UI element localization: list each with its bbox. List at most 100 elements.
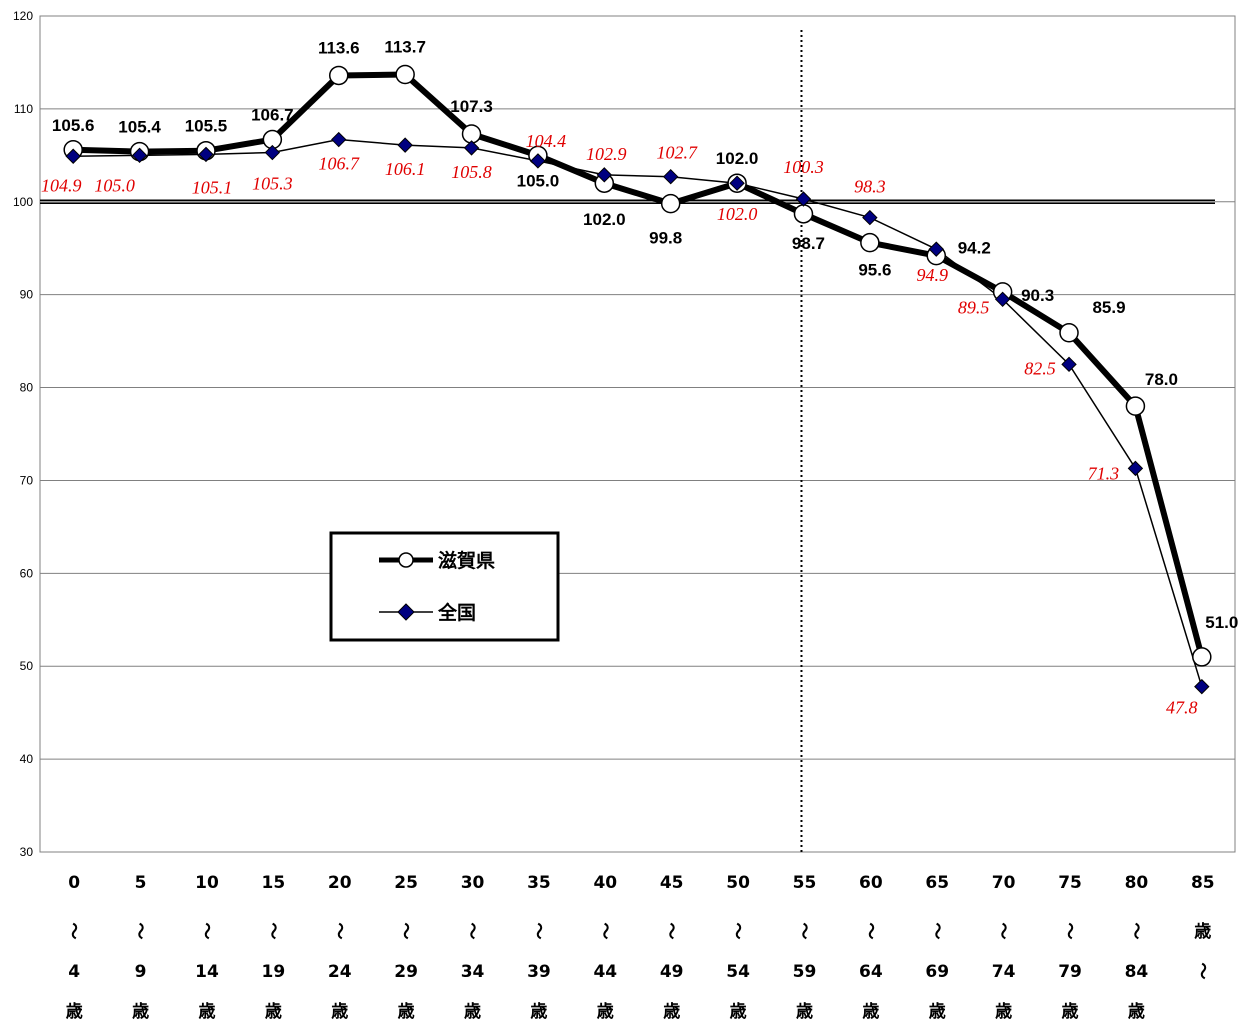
x-tick-label-13-0: 65 xyxy=(925,873,949,893)
data-labels: 105.6 105.4 105.5 106.7 113.6 113.7 107.3 105.0… xyxy=(41,38,1238,718)
x-tick-label-2-1: ～ xyxy=(196,923,216,940)
x-tick-label-9-0: 45 xyxy=(660,873,684,893)
data-label-shiga-9: 99.8 xyxy=(649,229,682,248)
data-label-national-7: 104.4 xyxy=(526,131,567,151)
x-tick-label-0-2: 4 xyxy=(68,962,80,982)
y-tick-label-80: 80 xyxy=(20,381,34,395)
x-tick-label-5-3: 歳 xyxy=(398,1001,415,1022)
x-tick-label-13-2: 69 xyxy=(925,962,949,982)
marker-shiga-5 xyxy=(395,64,415,85)
marker-shiga-12 xyxy=(860,232,880,253)
x-tick-label-6-1: ～ xyxy=(462,923,482,940)
legend-marker-national xyxy=(397,603,415,621)
legend-label-national: 全国 xyxy=(437,601,476,624)
x-tick-label-7-1: ～ xyxy=(528,923,548,940)
x-tick-label-16-0: 80 xyxy=(1125,873,1149,893)
data-label-shiga-5: 113.7 xyxy=(384,38,426,57)
x-tick-label-2-0: 10 xyxy=(195,873,219,893)
data-label-shiga-13: 94.2 xyxy=(958,239,991,258)
x-tick-label-2-2: 14 xyxy=(195,962,219,982)
x-tick-label-1-3: 歳 xyxy=(132,1001,149,1022)
x-tick-label-12-0: 60 xyxy=(859,873,883,893)
data-label-shiga-1: 105.4 xyxy=(118,118,161,137)
x-tick-label-6-3: 歳 xyxy=(464,1001,481,1022)
data-label-shiga-14: 90.3 xyxy=(1021,286,1054,305)
x-tick-label-17-2: ～ xyxy=(1192,963,1212,980)
legend-marker-shiga xyxy=(398,552,414,568)
x-tick-label-17-1: 歳 xyxy=(1194,921,1211,942)
x-tick-label-8-3: 歳 xyxy=(597,1001,614,1022)
x-tick-label-14-0: 70 xyxy=(992,873,1016,893)
data-label-national-0: 104.9 xyxy=(41,175,82,195)
data-label-national-1: 105.0 xyxy=(94,175,135,195)
x-tick-label-14-2: 74 xyxy=(992,962,1016,982)
data-label-shiga-2: 105.5 xyxy=(185,117,228,136)
y-tick-label-100: 100 xyxy=(13,195,33,209)
x-tick-label-5-1: ～ xyxy=(395,923,415,940)
x-tick-label-7-3: 歳 xyxy=(530,1001,547,1022)
marker-national-4 xyxy=(331,131,347,148)
marker-national-5 xyxy=(397,137,413,153)
x-tick-label-1-1: ～ xyxy=(130,923,150,940)
data-label-national-11: 100.3 xyxy=(783,157,824,177)
data-label-national-10: 102.0 xyxy=(717,204,758,224)
x-tick-label-6-0: 30 xyxy=(461,873,485,893)
x-tick-label-8-1: ～ xyxy=(594,923,614,940)
y-tick-label-40: 40 xyxy=(20,752,34,766)
x-tick-label-1-2: 9 xyxy=(135,962,147,982)
x-tick-label-0-3: 歳 xyxy=(66,1001,83,1022)
data-label-national-17: 47.8 xyxy=(1166,698,1198,718)
marker-national-14 xyxy=(994,291,1011,308)
x-tick-label-9-3: 歳 xyxy=(663,1001,680,1022)
data-label-shiga-6: 107.3 xyxy=(450,97,493,116)
marker-national-0 xyxy=(65,148,81,164)
data-label-national-4: 106.7 xyxy=(319,154,361,174)
data-label-shiga-8: 102.0 xyxy=(583,210,626,229)
marker-national-6 xyxy=(463,140,480,156)
marker-national-13 xyxy=(928,241,944,257)
data-label-national-13: 94.9 xyxy=(917,265,949,285)
x-tick-label-8-0: 40 xyxy=(593,873,617,893)
data-label-national-12: 98.3 xyxy=(854,177,886,197)
x-tick-label-3-1: ～ xyxy=(262,923,282,940)
marker-national-12 xyxy=(862,209,878,226)
marker-shiga-15 xyxy=(1059,323,1079,343)
x-tick-label-10-3: 歳 xyxy=(730,1001,747,1022)
x-tick-label-12-3: 歳 xyxy=(862,1001,879,1022)
x-tick-label-12-1: ～ xyxy=(860,923,880,940)
x-tick-label-10-2: 54 xyxy=(726,962,750,982)
x-tick-label-5-2: 29 xyxy=(394,962,418,982)
x-axis: 0 ～ 4 歳 5 ～ 9 歳 10 ～ 14 歳 15 ～ 19 歳 20 ～ 24 歳 25 ～ 29 歳 30 ～ 34 歳 35… xyxy=(63,873,1214,1022)
x-tick-label-4-2: 24 xyxy=(328,962,352,982)
data-label-shiga-11: 98.7 xyxy=(792,234,825,253)
x-tick-label-15-3: 歳 xyxy=(1062,1001,1079,1022)
x-tick-label-3-2: 19 xyxy=(262,962,286,982)
marker-shiga-17 xyxy=(1192,647,1212,667)
x-tick-label-16-3: 歳 xyxy=(1128,1001,1145,1022)
marker-national-7 xyxy=(530,153,546,169)
marker-national-16 xyxy=(1127,460,1144,477)
x-tick-label-6-2: 34 xyxy=(461,962,485,982)
x-tick-label-17-0: 85 xyxy=(1191,873,1215,893)
x-tick-label-3-3: 歳 xyxy=(265,1001,282,1022)
x-tick-label-15-1: ～ xyxy=(1059,923,1079,940)
x-tick-label-11-3: 歳 xyxy=(796,1001,813,1022)
y-tick-label-70: 70 xyxy=(20,473,34,487)
x-tick-label-0-0: 0 xyxy=(68,873,80,893)
data-label-national-8: 102.9 xyxy=(586,144,627,164)
x-tick-label-13-1: ～ xyxy=(926,923,946,940)
data-label-shiga-10: 102.0 xyxy=(716,149,759,168)
x-tick-label-4-1: ～ xyxy=(329,923,349,940)
x-tick-label-16-2: 84 xyxy=(1125,962,1149,982)
x-tick-label-13-3: 歳 xyxy=(929,1001,946,1022)
y-tick-label-50: 50 xyxy=(20,659,34,673)
x-tick-label-12-2: 64 xyxy=(859,962,883,982)
y-tick-label-120: 120 xyxy=(13,9,33,23)
data-label-shiga-3: 106.7 xyxy=(251,106,294,125)
marker-shiga-9 xyxy=(660,193,681,214)
x-tick-label-10-1: ～ xyxy=(727,923,747,940)
legend: 滋賀県 全国 xyxy=(329,531,560,642)
marker-national-10 xyxy=(729,175,745,191)
data-label-national-3: 105.3 xyxy=(252,174,293,194)
